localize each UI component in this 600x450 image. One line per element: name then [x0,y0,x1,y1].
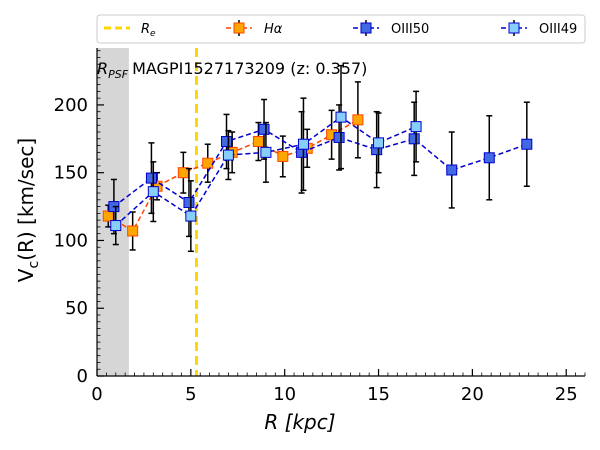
data-point-oiii50 [258,123,270,135]
data-point-oiii49 [260,146,272,158]
legend-oiii49-label: OIII49 [539,22,577,37]
x-tick-label: 15 [367,384,390,405]
x-tick-label: 10 [273,384,296,405]
chart-annotation: RPSF MAGPI1527173209 (z: 0.357) [97,59,367,81]
psf-label-sub: PSF [108,68,129,81]
data-point-oiii50 [521,138,533,150]
data-point-ha [102,210,114,222]
data-point-ha [277,150,289,162]
series-layer [102,64,533,253]
data-point-oiii50 [408,133,420,145]
series-line-oiii50 [113,128,528,208]
x-tick-label: 20 [461,384,484,405]
series-oiii50 [108,98,533,238]
data-point-oiii49 [110,220,122,232]
y-tick-label: 100 [54,230,88,251]
data-point-oiii50 [446,164,458,176]
y-axis-label-sub: c [26,261,42,269]
data-point-oiii50 [483,152,495,164]
data-point-oiii49 [297,138,309,150]
legend-oiii50-label: OIII50 [391,22,429,37]
x-tick-label: 25 [555,384,578,405]
series-oiii49 [110,64,422,253]
y-axis-label-v: V [14,268,38,282]
y-tick-label: 150 [54,163,88,184]
psf-label: R [97,59,108,78]
legend-re-label: Re [141,22,156,39]
x-tick-label: 5 [185,384,196,405]
legend-ha-label: Hα [264,22,283,37]
data-point-oiii49 [410,121,422,133]
data-point-oiii49 [222,149,234,161]
series-ha [102,81,364,251]
data-point-ha [127,225,139,237]
data-point-oiii49 [147,186,159,198]
data-point-oiii49 [185,210,197,222]
legend-oiii49-marker [508,22,520,34]
data-point-oiii50 [333,131,345,143]
y-axis-label-rest: (R) [km/sec] [14,138,38,261]
data-point-ha [202,157,214,169]
data-point-oiii50 [145,172,157,184]
y-tick-label: 0 [77,366,88,387]
data-point-oiii49 [373,137,385,149]
legend-ha-marker [233,22,245,34]
data-point-oiii50 [221,136,233,148]
galaxy-title: MAGPI1527173209 (z: 0.357) [132,59,367,78]
y-axis-label: Vc(R) [km/sec] [14,138,42,282]
y-tick-label: 200 [54,95,88,116]
data-point-ha [352,114,364,126]
legend: Re Hα OIII50 OIII49 [96,14,586,44]
legend-frame [96,14,586,44]
x-tick-label: 0 [91,384,102,405]
x-axis-label: R [kpc] [264,410,335,434]
series-line-ha [107,119,359,233]
data-point-oiii49 [335,111,347,123]
legend-oiii50-marker [360,22,372,34]
data-point-ha [252,136,264,148]
data-point-oiii50 [183,197,195,209]
axes-layer: 0 5 10 15 20 25 0 50 100 150 200 [54,48,586,405]
y-tick-label: 50 [65,298,88,319]
